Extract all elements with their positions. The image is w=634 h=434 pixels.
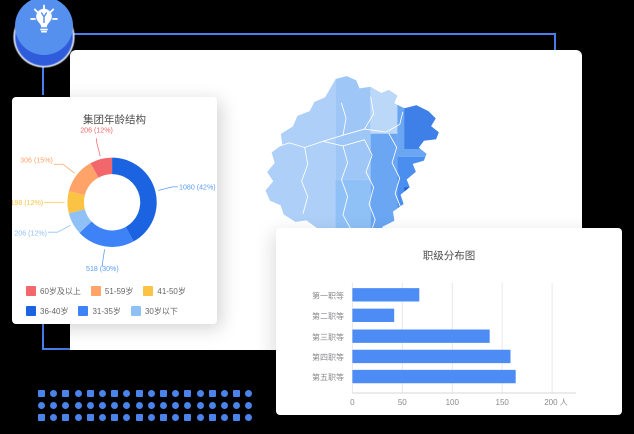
svg-text:第二职等: 第二职等 bbox=[312, 311, 344, 321]
svg-text:518 (30%): 518 (30%) bbox=[86, 265, 119, 273]
svg-text:150: 150 bbox=[496, 398, 510, 407]
svg-text:第一职等: 第一职等 bbox=[312, 291, 344, 301]
svg-text:198 (12%): 198 (12%) bbox=[12, 199, 43, 207]
svg-text:1080 (42%): 1080 (42%) bbox=[179, 184, 216, 192]
svg-text:200 人: 200 人 bbox=[544, 398, 568, 407]
svg-text:50: 50 bbox=[398, 398, 407, 407]
svg-text:206 (12%): 206 (12%) bbox=[14, 229, 47, 237]
svg-text:206 (12%): 206 (12%) bbox=[80, 126, 113, 134]
svg-text:第三职等: 第三职等 bbox=[312, 332, 344, 342]
svg-text:306 (15%): 306 (15%) bbox=[20, 157, 53, 165]
svg-text:第四职等: 第四职等 bbox=[312, 352, 344, 362]
svg-text:100: 100 bbox=[446, 398, 460, 407]
svg-text:第五职等: 第五职等 bbox=[312, 372, 344, 382]
svg-text:0: 0 bbox=[350, 398, 355, 407]
